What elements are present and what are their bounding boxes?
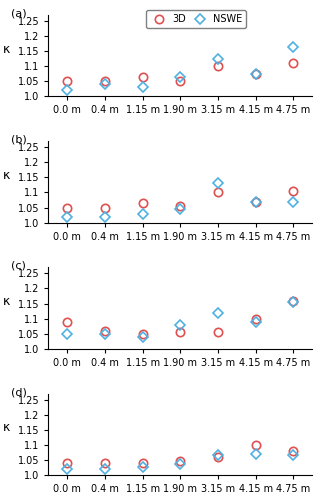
- Y-axis label: κ: κ: [3, 169, 10, 182]
- NSWE: [254, 451, 258, 457]
- NSWE: [178, 206, 182, 212]
- NSWE: [103, 330, 107, 336]
- NSWE: [178, 322, 182, 328]
- NSWE: [103, 466, 107, 472]
- 3D: [65, 460, 69, 466]
- 3D: [291, 60, 295, 66]
- 3D: [65, 318, 69, 324]
- NSWE: [141, 334, 145, 340]
- 3D: [178, 329, 182, 335]
- NSWE: [254, 198, 258, 204]
- 3D: [254, 71, 258, 77]
- NSWE: [141, 464, 145, 470]
- Line: NSWE: NSWE: [64, 450, 297, 472]
- NSWE: [216, 180, 220, 186]
- NSWE: [254, 318, 258, 324]
- Y-axis label: κ: κ: [3, 422, 10, 434]
- NSWE: [254, 71, 258, 77]
- Text: (d): (d): [11, 387, 27, 397]
- 3D: [141, 330, 145, 336]
- 3D: [141, 74, 145, 80]
- NSWE: [65, 88, 69, 94]
- NSWE: [65, 214, 69, 220]
- Line: NSWE: NSWE: [64, 180, 297, 220]
- NSWE: [291, 198, 295, 204]
- NSWE: [178, 462, 182, 468]
- 3D: [254, 316, 258, 322]
- Line: NSWE: NSWE: [64, 43, 297, 94]
- NSWE: [216, 310, 220, 316]
- Text: (a): (a): [11, 8, 27, 18]
- NSWE: [141, 210, 145, 216]
- 3D: [103, 204, 107, 210]
- 3D: [178, 78, 182, 84]
- Line: 3D: 3D: [63, 296, 298, 338]
- 3D: [141, 460, 145, 466]
- NSWE: [65, 466, 69, 472]
- 3D: [103, 328, 107, 334]
- NSWE: [216, 452, 220, 458]
- Text: (b): (b): [11, 134, 27, 144]
- 3D: [141, 200, 145, 206]
- Line: 3D: 3D: [63, 187, 298, 212]
- 3D: [103, 78, 107, 84]
- NSWE: [178, 74, 182, 80]
- NSWE: [291, 44, 295, 50]
- 3D: [65, 78, 69, 84]
- NSWE: [291, 452, 295, 458]
- 3D: [216, 454, 220, 460]
- 3D: [216, 64, 220, 70]
- 3D: [178, 203, 182, 209]
- 3D: [216, 190, 220, 196]
- Y-axis label: κ: κ: [3, 295, 10, 308]
- NSWE: [103, 82, 107, 87]
- NSWE: [103, 214, 107, 220]
- 3D: [103, 460, 107, 466]
- Line: 3D: 3D: [63, 59, 298, 86]
- NSWE: [141, 84, 145, 90]
- 3D: [291, 188, 295, 194]
- Y-axis label: κ: κ: [3, 42, 10, 56]
- 3D: [216, 329, 220, 335]
- Line: NSWE: NSWE: [64, 298, 297, 340]
- 3D: [291, 448, 295, 454]
- NSWE: [291, 299, 295, 305]
- Text: (c): (c): [11, 261, 26, 271]
- NSWE: [216, 56, 220, 62]
- 3D: [65, 204, 69, 210]
- NSWE: [65, 330, 69, 336]
- Line: 3D: 3D: [63, 440, 298, 467]
- 3D: [254, 198, 258, 204]
- 3D: [254, 442, 258, 448]
- Legend: 3D, NSWE: 3D, NSWE: [146, 10, 246, 28]
- 3D: [291, 298, 295, 304]
- 3D: [178, 458, 182, 464]
